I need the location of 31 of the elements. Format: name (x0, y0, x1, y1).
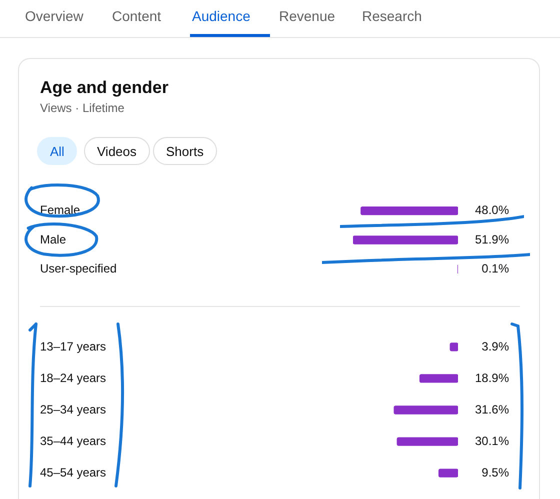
data-label: 30.1% (474, 434, 510, 448)
data-label: 9.5% (482, 465, 510, 480)
text: Revenue (279, 8, 336, 24)
y-tick-label: 18–24 years (40, 370, 106, 385)
y-tick-label: 35–44 years (40, 434, 106, 448)
text: Views · Lifetime (40, 101, 124, 115)
data-label: 51.9% (474, 232, 510, 246)
text: Research (362, 8, 422, 24)
text: Content (112, 8, 162, 24)
text: Videos (84, 137, 150, 165)
data-label: 3.9% (482, 339, 510, 354)
text: All (37, 137, 78, 165)
bar (450, 342, 458, 352)
bar (419, 374, 458, 383)
y-tick-label: Female (40, 203, 80, 218)
text: Shorts (153, 137, 217, 165)
text: Overview (25, 8, 84, 24)
data-label: 0.1% (482, 262, 510, 276)
bar (394, 406, 458, 414)
text: Audience (192, 8, 250, 24)
bar (438, 468, 458, 478)
data-label: 18.9% (474, 370, 510, 385)
y-tick-label: 13–17 years (40, 339, 106, 354)
text: Age and gender (40, 78, 168, 98)
bar (396, 437, 458, 446)
data-label: 48.0% (474, 203, 510, 218)
y-tick-label: Male (40, 232, 66, 246)
y-tick-label: 25–34 years (40, 402, 106, 416)
y-tick-label: User-specified (40, 262, 117, 276)
data-label: 31.6% (474, 402, 510, 416)
y-tick-label: 45–54 years (40, 465, 106, 480)
